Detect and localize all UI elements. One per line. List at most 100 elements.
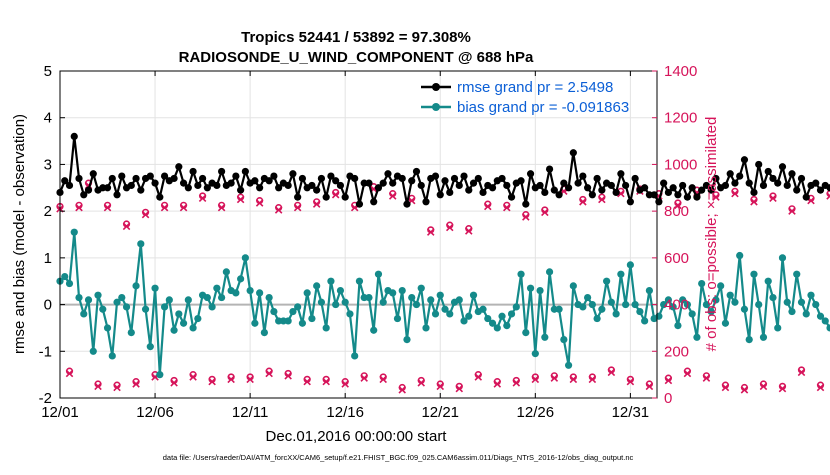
bias-point	[213, 284, 221, 292]
bias-point	[61, 272, 69, 281]
rmse-point	[588, 191, 596, 199]
rmse-point	[498, 174, 506, 183]
rmse-point	[275, 184, 283, 192]
rmse-point	[218, 167, 226, 176]
obs-assimilated-point	[579, 198, 587, 206]
rmse-point	[683, 193, 692, 201]
rmse-point	[61, 177, 69, 185]
obs-assimilated-point	[664, 376, 673, 385]
rmse-point	[365, 179, 373, 187]
obs-assimilated-point	[312, 200, 321, 208]
bias-point	[736, 251, 744, 260]
rmse-point	[465, 186, 473, 194]
y-right-tick-label: 200	[664, 343, 689, 360]
y-axis-label: rmse and bias (model - observation)	[11, 114, 28, 354]
rmse-point	[184, 184, 192, 192]
obs-assimilated-point	[170, 379, 178, 387]
bias-point	[179, 319, 188, 327]
obs-assimilated-point	[388, 192, 397, 200]
rmse-point	[545, 165, 554, 173]
bias-point	[479, 305, 487, 313]
obs-assimilated-point	[160, 203, 169, 212]
obs-assimilated-point	[274, 206, 283, 214]
obs-assimilated-point	[132, 380, 140, 388]
bias-point	[541, 333, 549, 341]
bias-point	[626, 261, 634, 269]
bias-point	[132, 282, 140, 290]
legend-bias-marker	[432, 103, 440, 111]
rmse-point	[555, 191, 563, 199]
obs-assimilated-point	[598, 195, 606, 204]
x-axis-label: Dec.01,2016 00:00:00 start	[266, 428, 448, 445]
rmse-point	[251, 177, 259, 185]
bias-point	[184, 296, 192, 304]
bias-point	[683, 300, 692, 309]
rmse-point	[89, 170, 97, 178]
bias-point	[755, 300, 763, 309]
y-tick-label: 3	[44, 156, 52, 173]
bias-point	[816, 312, 825, 320]
rmse-point	[793, 186, 801, 194]
bias-point	[679, 296, 687, 304]
bias-point	[417, 284, 425, 292]
bias-point	[821, 317, 829, 325]
bias-point	[688, 310, 696, 318]
rmse-point	[679, 181, 687, 190]
rmse-point	[617, 170, 625, 178]
bias-point	[260, 329, 268, 337]
y-right-tick-label: 400	[664, 297, 689, 314]
bias-point	[412, 300, 421, 309]
bias-point	[403, 336, 411, 344]
y-right-tick-label: 800	[664, 203, 689, 220]
rmse-point	[593, 174, 601, 183]
bias-point	[336, 286, 345, 295]
rmse-point	[194, 181, 202, 190]
bias-point	[122, 303, 131, 311]
obs-assimilated-point	[455, 384, 464, 393]
bias-point	[208, 303, 216, 311]
y-right-tick-label: 1000	[664, 156, 697, 173]
obs-assimilated-point	[198, 194, 207, 203]
rmse-point	[84, 186, 93, 194]
bias-point	[284, 317, 292, 325]
bias-point	[488, 319, 497, 327]
rmse-point	[550, 186, 558, 194]
legend: rmse grand pr = 2.5498 bias grand pr = -…	[421, 79, 629, 116]
obs-assimilated-point	[303, 377, 311, 386]
obs-assimilated-point	[65, 369, 74, 378]
rmse-point	[298, 174, 307, 183]
bias-point	[365, 293, 373, 302]
rmse-point	[788, 170, 796, 178]
bias-point	[270, 307, 278, 316]
bias-point	[750, 270, 758, 278]
bias-point	[645, 286, 653, 295]
rmse-point	[351, 174, 359, 183]
bias-point	[712, 296, 720, 304]
rmse-point	[65, 181, 74, 190]
y-right-tick-label: 1200	[664, 110, 697, 127]
rmse-point	[374, 184, 383, 192]
bias-point	[612, 310, 620, 318]
rmse-point	[698, 186, 706, 194]
bias-point	[455, 296, 463, 304]
bias-point	[379, 298, 387, 306]
rmse-point	[198, 174, 207, 183]
y-tick-label: -1	[39, 343, 52, 360]
bias-point	[341, 298, 349, 306]
obs-assimilated-point	[740, 386, 749, 394]
x-axis: 12/01 12/06 12/11 12/16 12/21 12/26 12/31	[41, 71, 649, 421]
rmse-point	[237, 186, 245, 194]
bias-point	[374, 270, 383, 278]
bias-point	[427, 296, 435, 304]
rmse-point	[740, 156, 749, 164]
bias-point	[156, 371, 164, 379]
rmse-point	[265, 177, 273, 185]
obs-assimilated-point	[360, 374, 368, 382]
rmse-point	[294, 193, 302, 201]
bias-point	[84, 296, 93, 304]
x-tick-label: 12/21	[421, 404, 459, 421]
bias-point	[355, 277, 364, 285]
obs-assimilated-point	[683, 369, 692, 378]
